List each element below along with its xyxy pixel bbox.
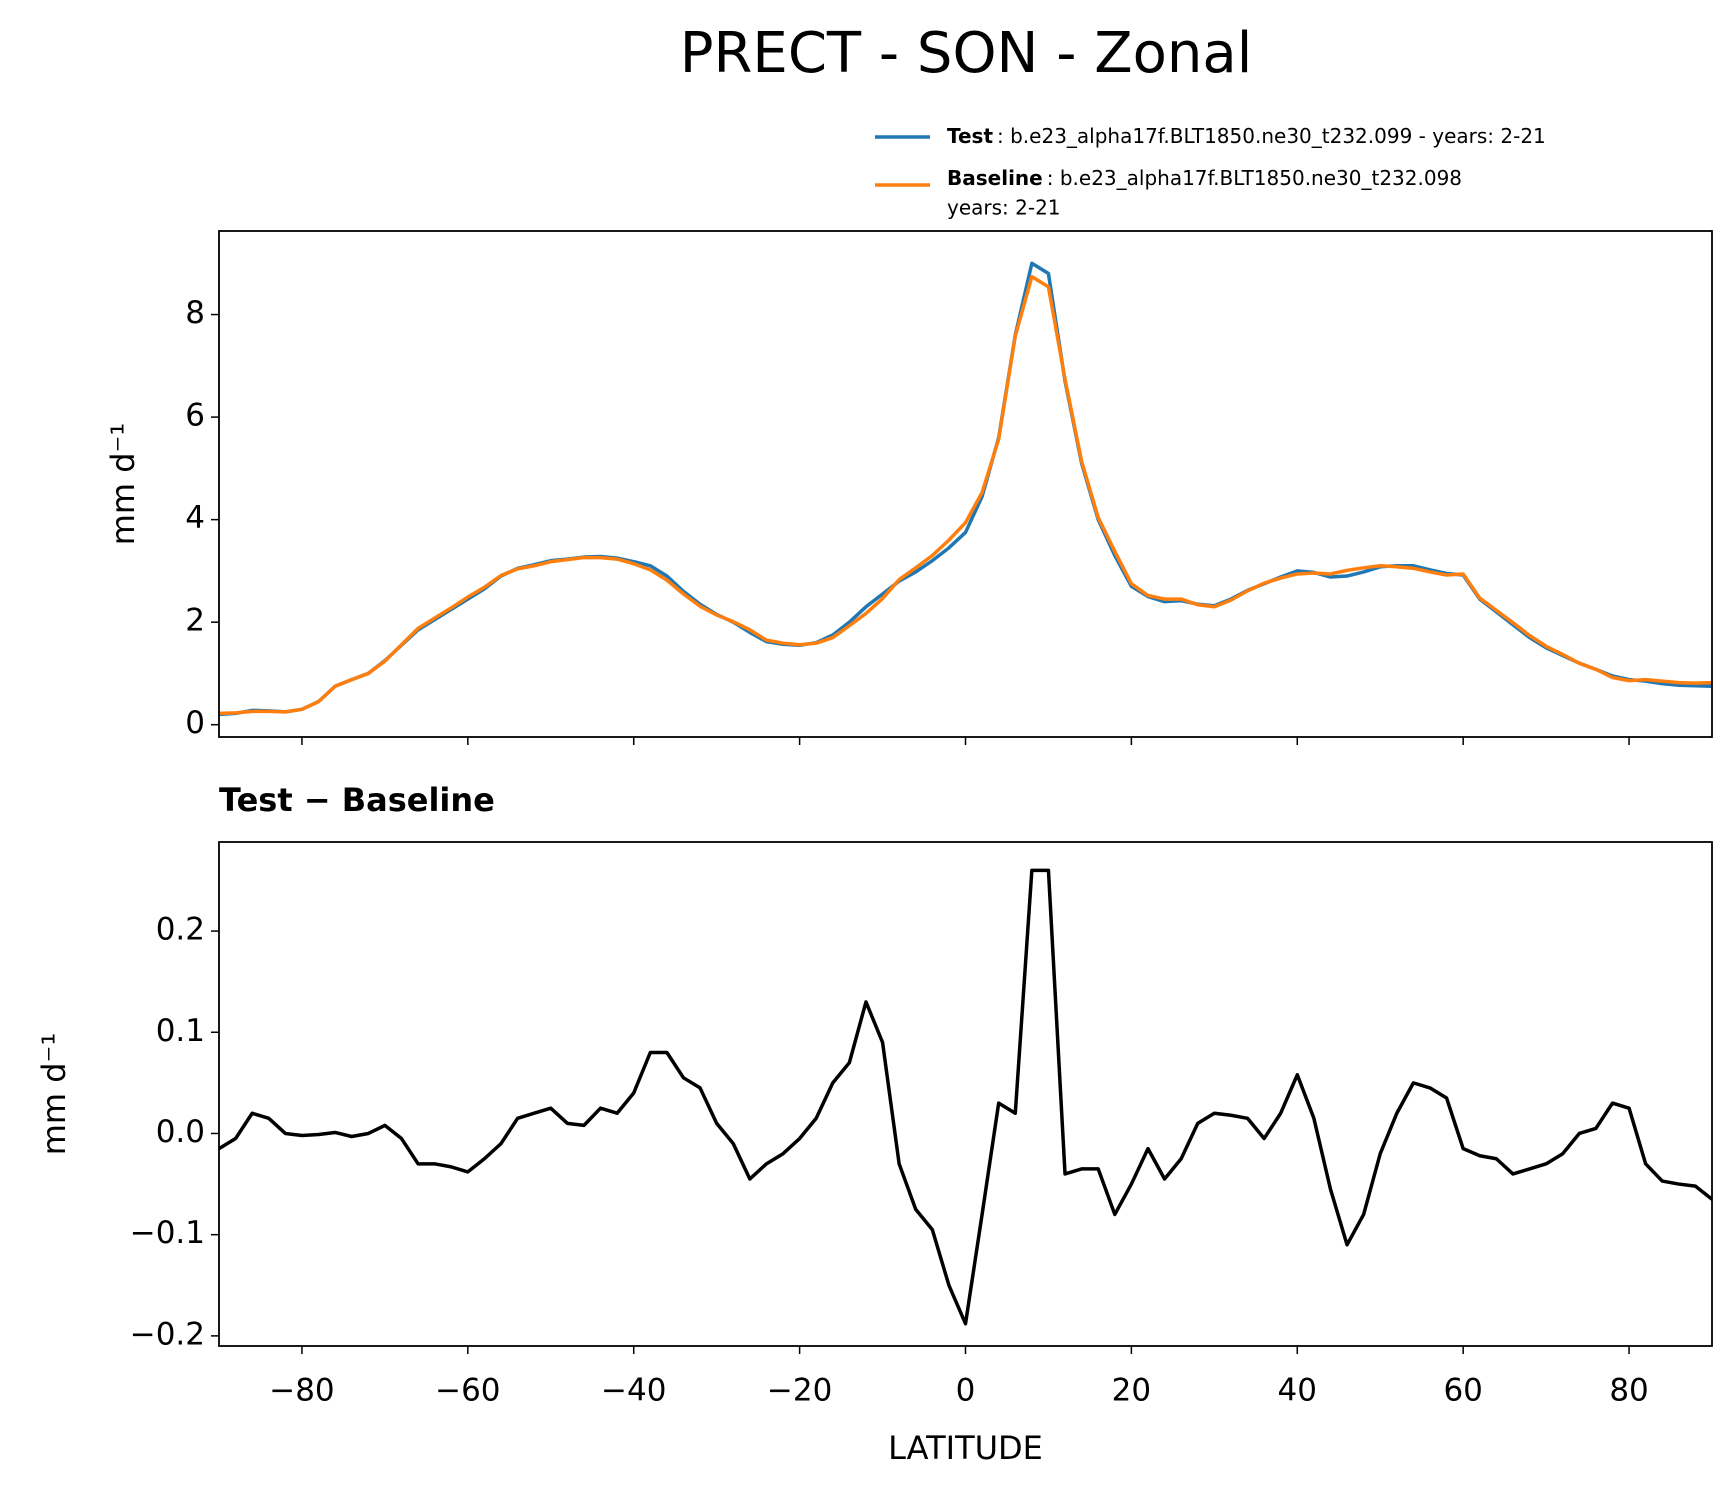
x-tick-label: 60	[1443, 1373, 1482, 1409]
legend-name: Test	[947, 124, 993, 148]
legend-text: years: 2-21	[947, 196, 1061, 220]
x-tick-label: 40	[1278, 1373, 1317, 1409]
legend-text: : b.e23_alpha17f.BLT1850.ne30_t232.098	[1047, 166, 1462, 190]
x-tick-label: 20	[1112, 1373, 1151, 1409]
legend-label: Baseline: b.e23_alpha17f.BLT1850.ne30_t2…	[947, 166, 1462, 190]
y-axis-title: mm d⁻¹	[104, 423, 142, 546]
data-line	[218, 274, 1713, 716]
x-tick-label: −60	[435, 1373, 500, 1409]
y-tick-label: 6	[185, 398, 205, 434]
x-tick-label: −40	[601, 1373, 666, 1409]
y-tick-label: 2	[185, 603, 205, 639]
panel-title: Test − Baseline	[219, 781, 495, 819]
data-line	[218, 868, 1714, 1326]
y-tick-label: −0.2	[130, 1316, 205, 1352]
y-tick-label: 8	[185, 295, 205, 331]
y-tick-label: 0.0	[156, 1114, 205, 1150]
x-tick-label: 0	[956, 1373, 976, 1409]
y-tick-label: 4	[185, 500, 205, 536]
x-tick-label: −20	[767, 1373, 832, 1409]
plot-frame	[218, 841, 1713, 1347]
x-tick-label: 80	[1609, 1373, 1648, 1409]
y-axis-title: mm d⁻¹	[35, 1033, 73, 1156]
y-tick-label: −0.1	[130, 1215, 205, 1251]
legend-text: : b.e23_alpha17f.BLT1850.ne30_t232.099 -…	[997, 124, 1546, 148]
legend-label: Test: b.e23_alpha17f.BLT1850.ne30_t232.0…	[947, 124, 1546, 148]
y-tick-label: 0	[185, 705, 205, 741]
y-tick-label: 0.2	[156, 912, 205, 948]
chart-title: PRECT - SON - Zonal	[680, 21, 1253, 86]
x-tick-label: −80	[269, 1373, 334, 1409]
y-tick-label: 0.1	[156, 1013, 205, 1049]
legend-name: Baseline	[947, 166, 1043, 190]
x-axis-title: LATITUDE	[888, 1429, 1043, 1467]
data-line	[218, 261, 1713, 717]
plot-frame	[218, 230, 1713, 738]
